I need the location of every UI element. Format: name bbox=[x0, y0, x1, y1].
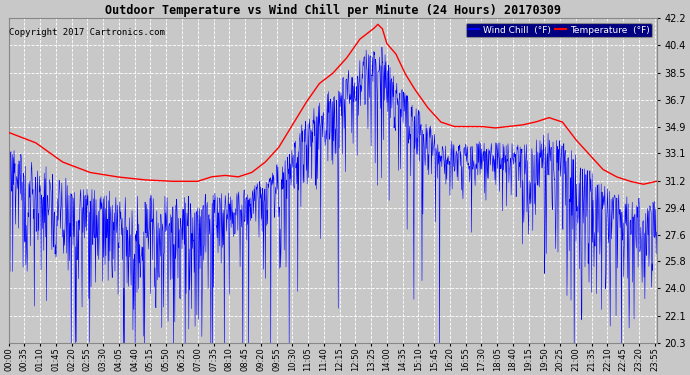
Title: Outdoor Temperature vs Wind Chill per Minute (24 Hours) 20170309: Outdoor Temperature vs Wind Chill per Mi… bbox=[105, 4, 560, 17]
Text: Copyright 2017 Cartronics.com: Copyright 2017 Cartronics.com bbox=[9, 28, 165, 37]
Legend: Wind Chill  (°F), Temperature  (°F): Wind Chill (°F), Temperature (°F) bbox=[466, 23, 652, 38]
